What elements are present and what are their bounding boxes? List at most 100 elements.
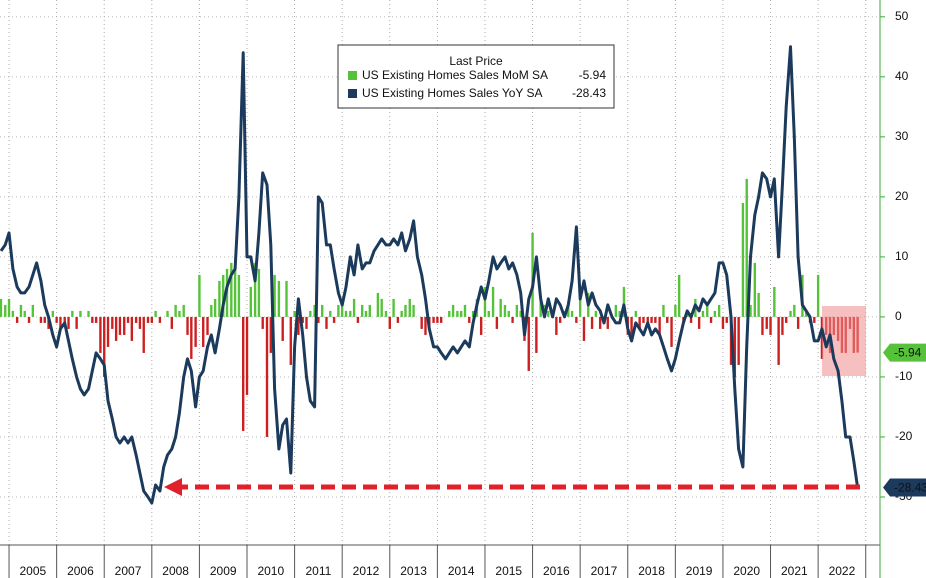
bar [301,316,304,323]
bar [245,316,249,395]
bar [701,310,705,317]
bar [222,274,225,317]
legend-swatch [348,89,357,98]
lines [0,45,860,505]
bar [483,286,487,317]
bar [178,310,181,317]
bar [253,262,257,317]
bar [99,316,102,353]
bar [570,310,574,317]
bar [325,316,328,329]
bar [535,316,538,353]
bar [79,310,82,317]
bar [111,316,114,329]
bar [202,316,205,347]
legend: Last Price US Existing Homes Sales MoM S… [337,44,615,109]
bar [94,316,98,323]
line [0,45,860,505]
bar [706,304,709,317]
bar [309,310,312,317]
bar [277,280,281,317]
bar [55,316,58,323]
bar [71,310,74,317]
bar [638,316,641,329]
bar [757,292,760,317]
bar [91,316,94,323]
x-tick-label: 2022 [829,564,856,578]
bar [257,268,261,317]
bar [182,304,185,317]
bar [769,316,772,335]
bar [511,316,514,323]
bar [404,304,407,317]
bar [289,316,292,365]
bar [265,316,269,437]
bar [785,316,788,323]
bar [344,310,348,317]
bar [408,298,411,317]
bar [805,310,808,317]
x-tick-label: 2005 [19,564,46,578]
bar [468,316,471,323]
bar [761,316,764,335]
bar [27,316,31,323]
bar [230,262,233,317]
bar [646,316,649,323]
x-tick-label: 2006 [67,564,94,578]
bar [43,316,46,323]
bar [198,274,201,317]
bar [59,316,62,329]
bar [816,274,820,317]
bar [134,316,138,323]
bar [582,316,586,341]
bar [503,304,507,317]
x-tick-label: 2008 [162,564,189,578]
bar [507,310,510,317]
bar [741,202,745,317]
bar [781,316,784,335]
bar [555,316,558,335]
bar [138,316,142,329]
legend-label: US Existing Homes Sales YoY SA [362,86,543,100]
bar [654,316,657,323]
bar [142,316,145,353]
bar [658,316,661,335]
value-tag [883,343,926,362]
bar [11,310,15,317]
bar [634,310,638,317]
legend-title: Last Price [449,54,503,68]
x-tick-label: 2010 [257,564,284,578]
bar [820,316,824,359]
bar [432,316,435,323]
bar [436,316,439,323]
bar [459,310,463,317]
bar [364,310,368,317]
legend-value: -28.43 [572,86,606,100]
bar [166,310,169,317]
bar [261,316,264,329]
bar [575,316,578,323]
legend-value: -5.94 [579,68,607,82]
bar [448,310,451,317]
bar [313,304,316,317]
bar [194,316,197,347]
x-tick-label: 2017 [591,564,618,578]
bar [622,286,626,317]
bar [642,316,645,323]
bar [293,310,296,317]
bar [123,316,126,335]
bar [249,286,253,317]
bar [745,178,748,317]
bar [749,304,752,317]
bar [150,316,154,323]
bar [305,316,308,329]
bar [106,316,110,347]
bar [725,316,728,323]
bar [158,316,162,323]
bar [321,304,324,317]
bar [329,310,332,317]
bar [662,304,665,317]
bar [650,316,653,323]
x-tick-label: 2013 [400,564,427,578]
